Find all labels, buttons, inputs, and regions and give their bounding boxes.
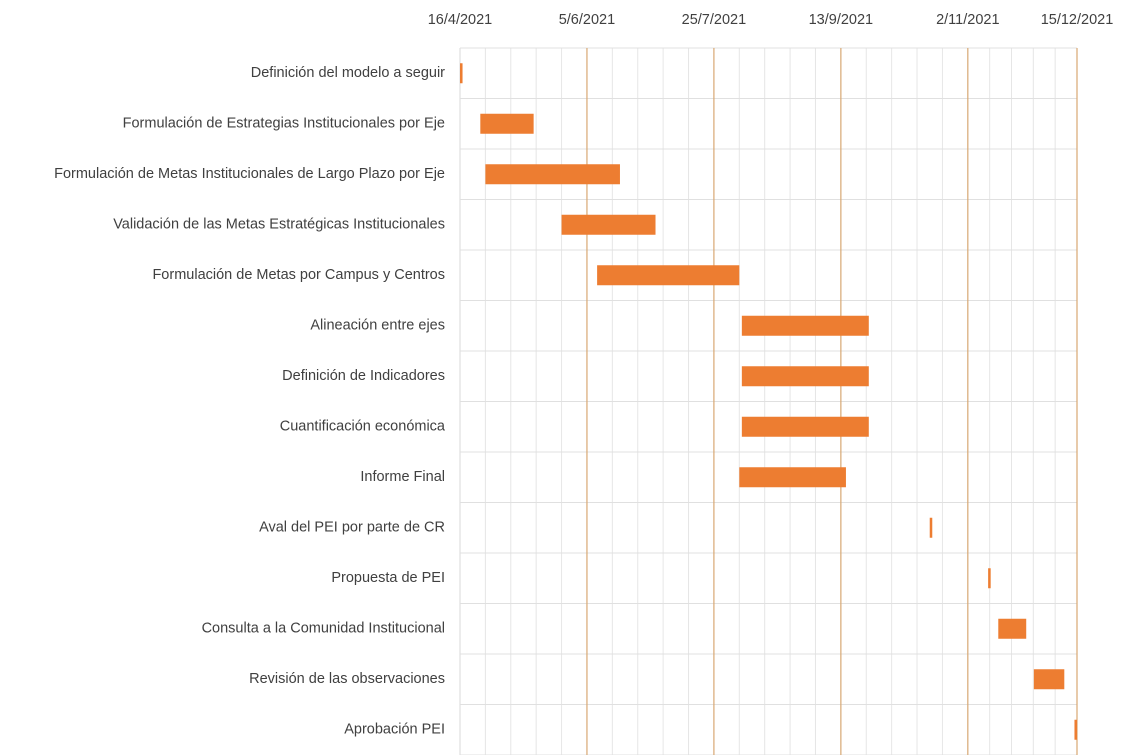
task-label: Definición de Indicadores	[282, 368, 445, 384]
x-tick-label: 5/6/2021	[559, 12, 615, 28]
task-label: Cuantificación económica	[280, 419, 446, 435]
task-label: Definición del modelo a seguir	[251, 65, 445, 81]
task-bar	[929, 517, 933, 538]
x-tick-label: 25/7/2021	[682, 12, 747, 28]
task-bar	[561, 214, 656, 235]
task-label: Revisión de las observaciones	[249, 671, 445, 687]
task-label: Validación de las Metas Estratégicas Ins…	[113, 217, 445, 233]
task-label: Aprobación PEI	[344, 722, 445, 738]
task-bar	[998, 618, 1027, 639]
task-bar	[988, 568, 991, 589]
task-label: Consulta a la Comunidad Institucional	[202, 621, 445, 637]
task-label: Informe Final	[360, 469, 445, 485]
task-bar	[1074, 719, 1077, 740]
task-bar	[485, 164, 620, 185]
x-tick-label: 2/11/2021	[936, 12, 999, 28]
x-tick-label: 16/4/2021	[428, 12, 493, 28]
task-bar	[741, 315, 869, 336]
task-bar	[741, 366, 869, 387]
task-bar	[460, 63, 463, 84]
task-bar	[597, 265, 740, 286]
task-label: Formulación de Metas Institucionales de …	[54, 166, 445, 182]
task-bar	[1033, 669, 1065, 690]
task-label: Propuesta de PEI	[331, 570, 445, 586]
x-tick-label: 13/9/2021	[809, 12, 874, 28]
task-label: Formulación de Estrategias Institucional…	[123, 116, 445, 132]
x-tick-label: 15/12/2021	[1041, 12, 1114, 28]
task-bar	[739, 467, 846, 488]
task-label: Formulación de Metas por Campus y Centro…	[152, 267, 445, 283]
task-bar	[480, 113, 534, 134]
task-label: Aval del PEI por parte de CR	[259, 520, 445, 536]
task-label: Alineación entre ejes	[310, 318, 445, 334]
task-bar	[741, 416, 869, 437]
